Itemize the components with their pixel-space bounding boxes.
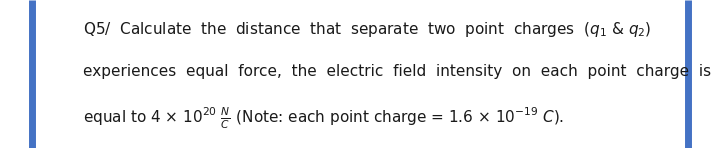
Text: experiences  equal  force,  the  electric  field  intensity  on  each  point  ch: experiences equal force, the electric fi…	[83, 63, 711, 79]
Text: Q5/  Calculate  the  distance  that  separate  two  point  charges  ($q_1$ & $q_: Q5/ Calculate the distance that separate…	[83, 20, 652, 39]
Text: equal to 4 $\times$ 10$^{20}$ $\frac{N}{C}$ (Note: each point charge = 1.6 $\tim: equal to 4 $\times$ 10$^{20}$ $\frac{N}{…	[83, 106, 564, 131]
